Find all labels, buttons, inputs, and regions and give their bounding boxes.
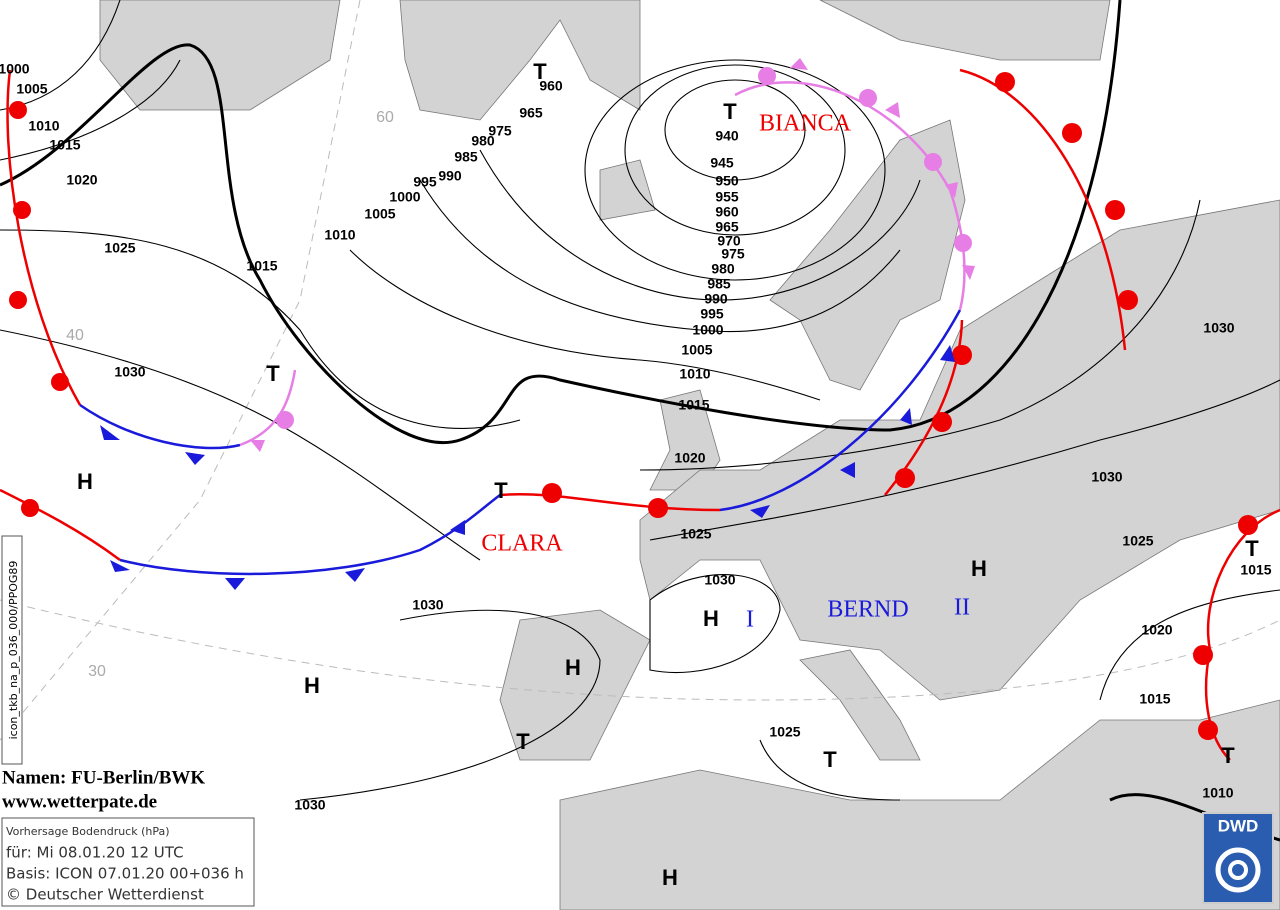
logo-text: DWD bbox=[1218, 816, 1259, 835]
pressure-center: T bbox=[494, 478, 508, 503]
isobar-label: 1030 bbox=[1203, 320, 1234, 336]
pressure-center: T bbox=[1221, 743, 1235, 768]
credit-website: www.wetterpate.de bbox=[2, 791, 157, 812]
isobar-label: 1025 bbox=[1122, 533, 1153, 549]
isobar-label: 945 bbox=[710, 155, 734, 171]
isobar-label: 1010 bbox=[1202, 785, 1233, 801]
fronts bbox=[0, 58, 1280, 761]
isobar-label: 975 bbox=[721, 246, 745, 262]
isobar-label: 955 bbox=[715, 189, 739, 205]
isobar-label: 1015 bbox=[678, 397, 709, 413]
pressure-center: H bbox=[662, 865, 678, 890]
storm-name: II bbox=[954, 595, 970, 621]
isobar-label: 995 bbox=[413, 174, 437, 190]
pressure-center: T bbox=[1245, 536, 1259, 561]
pressure-center: T bbox=[266, 361, 280, 386]
isobar-label: 985 bbox=[707, 276, 731, 292]
info-line: für: Mi 08.01.20 12 UTC bbox=[6, 844, 184, 862]
isobar-label: 1020 bbox=[66, 172, 97, 188]
info-line: Vorhersage Bodendruck (hPa) bbox=[6, 825, 170, 838]
isobar-label: 975 bbox=[488, 123, 512, 139]
info-line: © Deutscher Wetterdienst bbox=[6, 886, 204, 904]
graticule bbox=[0, 0, 1280, 741]
isobar-label: 980 bbox=[471, 133, 495, 149]
pressure-center: T bbox=[516, 729, 530, 754]
isobar-label: 995 bbox=[700, 306, 724, 322]
isobar-label: 1025 bbox=[680, 526, 711, 542]
pressure-center: H bbox=[971, 556, 987, 581]
labels: 1000100510101015102010251015103010101005… bbox=[0, 59, 1272, 890]
isobar-label: 1005 bbox=[364, 206, 395, 222]
model-id: icon_tkb_na_p_036_000/PPOG89 bbox=[7, 561, 20, 740]
storm-name: I bbox=[746, 607, 754, 633]
isobar-label: 1030 bbox=[1091, 469, 1122, 485]
info-line: Basis: ICON 07.01.20 00+036 h bbox=[6, 865, 244, 883]
info-box bbox=[1, 817, 255, 907]
isobar-label: 1005 bbox=[16, 81, 47, 97]
isobar-label: 1030 bbox=[704, 572, 735, 588]
isobar-label: 1015 bbox=[49, 137, 80, 153]
isobar-label: 1000 bbox=[0, 61, 30, 77]
isobar-label: 1025 bbox=[104, 240, 135, 256]
isobar-label: 1000 bbox=[692, 322, 723, 338]
storm-name: BIANCA bbox=[759, 111, 852, 137]
isobar-label: 965 bbox=[715, 219, 739, 235]
isobar-label: 1010 bbox=[28, 118, 59, 134]
pressure-center: T bbox=[533, 59, 547, 84]
isobar-label: 1005 bbox=[681, 342, 712, 358]
pressure-center: T bbox=[723, 99, 737, 124]
isobar-label: 985 bbox=[454, 149, 478, 165]
isobar-label: 1030 bbox=[294, 797, 325, 813]
isobar-label: 1000 bbox=[389, 189, 420, 205]
latitude-label: 30 bbox=[88, 663, 106, 680]
isobar-label: 970 bbox=[717, 233, 741, 249]
isobar-label: 1015 bbox=[246, 258, 277, 274]
pressure-center: T bbox=[823, 747, 837, 772]
pressure-center: H bbox=[304, 673, 320, 698]
pressure-center: H bbox=[565, 655, 581, 680]
isobar-label: 960 bbox=[715, 204, 739, 220]
isobars bbox=[0, 0, 1280, 842]
isobar-label: 1010 bbox=[679, 366, 710, 382]
pressure-center: H bbox=[77, 469, 93, 494]
isobar-label: 1030 bbox=[114, 364, 145, 380]
pressure-center: H bbox=[703, 606, 719, 631]
isobar-label: 980 bbox=[711, 261, 735, 277]
isobar-label: 1010 bbox=[324, 227, 355, 243]
isobar-label: 1015 bbox=[1139, 691, 1170, 707]
isobar-label: 1020 bbox=[1141, 622, 1172, 638]
isobar-label: 1025 bbox=[769, 724, 800, 740]
storm-name: BERND bbox=[827, 597, 908, 623]
isobar-label: 1020 bbox=[674, 450, 705, 466]
storm-name: CLARA bbox=[481, 531, 563, 557]
isobar-label: 990 bbox=[438, 168, 462, 184]
model-id-box bbox=[1, 535, 23, 765]
isobar-label: 990 bbox=[704, 291, 728, 307]
latitude-label: 40 bbox=[66, 327, 84, 344]
land bbox=[99, 0, 1280, 910]
isobar-label: 965 bbox=[519, 105, 543, 121]
credit-names: Namen: FU-Berlin/BWK bbox=[2, 767, 205, 788]
isobar-label: 940 bbox=[715, 128, 739, 144]
isobar-label: 950 bbox=[715, 173, 739, 189]
latitude-label: 60 bbox=[376, 109, 394, 126]
dwd-logo: DWD bbox=[1202, 812, 1274, 904]
isobar-label: 960 bbox=[539, 78, 563, 94]
isobar-label: 1015 bbox=[1240, 562, 1271, 578]
isobar-label: 1030 bbox=[412, 597, 443, 613]
